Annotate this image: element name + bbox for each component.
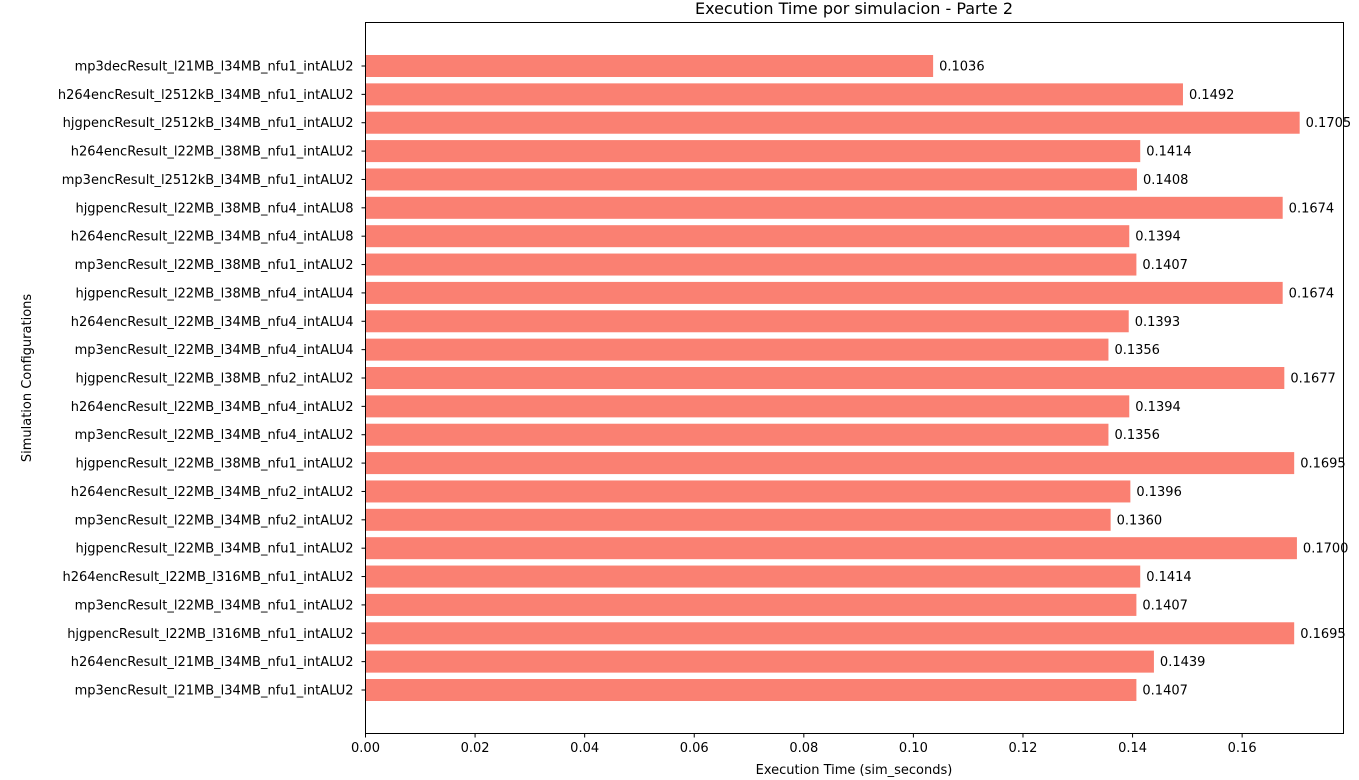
y-tick-label: hjgpencResult_l22MB_l38MB_nfu1_intALU2 <box>75 457 353 472</box>
bar <box>365 367 1285 389</box>
y-tick-label: mp3encResult_l22MB_l34MB_nfu2_intALU2 <box>75 513 354 528</box>
bar-value-label: 0.1356 <box>1114 428 1160 443</box>
y-tick-label: h264encResult_l22MB_l34MB_nfu4_intALU2 <box>71 400 354 415</box>
y-axis-title: Simulation Configurations <box>20 294 35 463</box>
bar <box>365 537 1297 560</box>
y-tick-label: mp3encResult_l2512kB_l34MB_nfu1_intALU2 <box>62 173 354 188</box>
bar-value-labels: 0.1036 0.1492 0.1705 0.1414 0.1408 0.1674 0.13… <box>939 60 1351 699</box>
bar <box>365 650 1154 673</box>
bar <box>365 338 1109 361</box>
y-tick-label: hjgpencResult_l22MB_l38MB_nfu2_intALU2 <box>75 372 353 387</box>
bar <box>365 452 1295 475</box>
bar <box>365 423 1109 446</box>
bar <box>365 480 1131 503</box>
y-tick-label: h264encResult_l22MB_l34MB_nfu4_intALU8 <box>71 230 354 245</box>
y-tick-label: mp3encResult_l22MB_l34MB_nfu4_intALU4 <box>75 343 354 358</box>
bar-value-label: 0.1695 <box>1300 627 1346 642</box>
x-tick-label: 0.12 <box>1009 741 1038 756</box>
bar-value-label: 0.1414 <box>1146 145 1192 160</box>
x-tick-label: 0.04 <box>570 741 599 756</box>
y-tick-label: hjgpencResult_l22MB_l34MB_nfu1_intALU2 <box>75 542 353 557</box>
bar <box>365 395 1130 418</box>
bar-value-label: 0.1705 <box>1306 116 1352 131</box>
plot-frame <box>365 22 1344 734</box>
y-tick-label: mp3encResult_l22MB_l34MB_nfu1_intALU2 <box>75 598 354 613</box>
y-tick-label: hjgpencResult_l22MB_l38MB_nfu4_intALU8 <box>75 201 353 216</box>
bar <box>365 310 1129 333</box>
y-axis-ticks: mp3decResult_l21MB_l34MB_nfu1_intALU2 h26… <box>58 60 366 699</box>
y-tick-label: hjgpencResult_l22MB_l316MB_nfu1_intALU2 <box>67 627 353 642</box>
bar-value-label: 0.1439 <box>1160 655 1206 670</box>
x-tick-label: 0.10 <box>899 741 928 756</box>
bars-group <box>365 55 1300 701</box>
bar-value-label: 0.1407 <box>1142 684 1188 699</box>
y-tick-label: mp3encResult_l21MB_l34MB_nfu1_intALU2 <box>75 684 354 699</box>
bar <box>365 593 1137 616</box>
y-tick-label: mp3encResult_l22MB_l34MB_nfu4_intALU2 <box>75 428 354 443</box>
x-axis-title: Execution Time (sim_seconds) <box>756 763 953 778</box>
bar-value-label: 0.1394 <box>1135 230 1181 245</box>
bar <box>365 508 1111 531</box>
bar-value-label: 0.1414 <box>1146 570 1192 585</box>
bar-value-label: 0.1036 <box>939 60 985 75</box>
y-tick-label: h264encResult_l22MB_l34MB_nfu2_intALU2 <box>71 485 354 500</box>
x-axis-ticks: 0.00 0.02 0.04 0.06 0.08 0.10 0.12 0.14 0.16 <box>351 733 1257 756</box>
y-tick-label: h264encResult_l22MB_l316MB_nfu1_intALU2 <box>62 570 353 585</box>
y-tick-label: h264encResult_l21MB_l34MB_nfu1_intALU2 <box>71 655 354 670</box>
bar <box>365 679 1137 701</box>
x-tick-label: 0.00 <box>351 741 380 756</box>
bar-value-label: 0.1408 <box>1143 173 1189 188</box>
bar <box>365 196 1283 219</box>
bar <box>365 253 1137 276</box>
bar <box>365 225 1130 248</box>
y-tick-label: hjgpencResult_l22MB_l38MB_nfu4_intALU4 <box>75 286 353 301</box>
y-tick-label: mp3encResult_l22MB_l38MB_nfu1_intALU2 <box>75 258 354 273</box>
bar-value-label: 0.1674 <box>1289 201 1335 216</box>
bar <box>365 55 934 77</box>
y-tick-label: mp3decResult_l21MB_l34MB_nfu1_intALU2 <box>75 60 354 75</box>
bar-value-label: 0.1394 <box>1135 400 1181 415</box>
y-tick-label: h264encResult_l2512kB_l34MB_nfu1_intALU2 <box>58 88 354 103</box>
y-tick-label: h264encResult_l22MB_l38MB_nfu1_intALU2 <box>71 145 354 160</box>
bar-value-label: 0.1674 <box>1289 286 1335 301</box>
bar <box>365 622 1295 645</box>
chart-title: Execution Time por simulacion - Parte 2 <box>695 0 1013 18</box>
bar-value-label: 0.1360 <box>1117 513 1163 528</box>
bar-value-label: 0.1356 <box>1114 343 1160 358</box>
bar-value-label: 0.1695 <box>1300 457 1346 472</box>
bar-value-label: 0.1492 <box>1189 88 1235 103</box>
bar-value-label: 0.1677 <box>1290 372 1336 387</box>
x-tick-label: 0.06 <box>680 741 709 756</box>
y-tick-label: hjgpencResult_l2512kB_l34MB_nfu1_intALU2 <box>63 116 354 131</box>
bar-value-label: 0.1407 <box>1142 258 1188 273</box>
bar-value-label: 0.1407 <box>1142 598 1188 613</box>
x-tick-label: 0.08 <box>789 741 818 756</box>
bar-value-label: 0.1700 <box>1303 542 1349 557</box>
bar <box>365 83 1183 106</box>
bar-value-label: 0.1396 <box>1136 485 1182 500</box>
bar <box>365 565 1141 588</box>
y-tick-label: h264encResult_l22MB_l34MB_nfu4_intALU4 <box>71 315 354 330</box>
bar-value-label: 0.1393 <box>1135 315 1181 330</box>
x-tick-label: 0.02 <box>461 741 490 756</box>
bar <box>365 281 1283 304</box>
bar <box>365 168 1137 191</box>
x-tick-label: 0.14 <box>1118 741 1147 756</box>
x-tick-label: 0.16 <box>1228 741 1257 756</box>
bar <box>365 111 1300 134</box>
bar <box>365 140 1141 163</box>
